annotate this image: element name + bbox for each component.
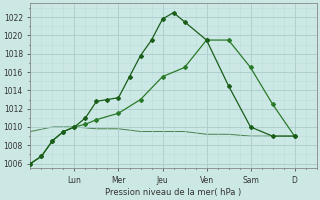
X-axis label: Pression niveau de la mer( hPa ): Pression niveau de la mer( hPa )	[105, 188, 242, 197]
